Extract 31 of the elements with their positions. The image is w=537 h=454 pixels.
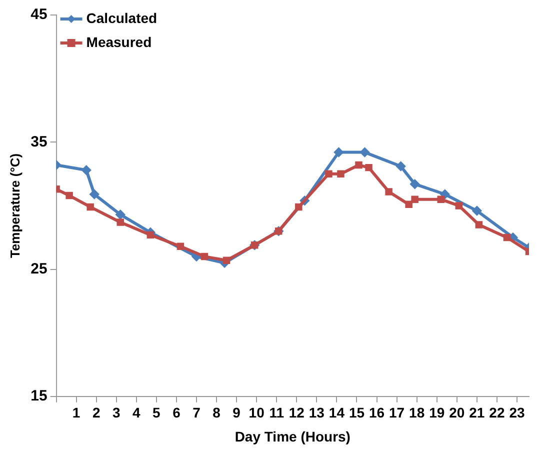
- x-tick-label: 3: [112, 404, 120, 421]
- x-axis-title: Day Time (Hours): [234, 428, 350, 444]
- y-tick-label: 45: [30, 6, 48, 24]
- x-tick-label: 12: [288, 404, 305, 421]
- x-tick-label: 13: [308, 404, 325, 421]
- legend-label: Measured: [86, 34, 152, 50]
- x-tick-label: 21: [469, 404, 485, 421]
- x-tick-label: 18: [409, 404, 425, 421]
- legend-label: Calculated: [86, 10, 158, 26]
- x-tick-label: 23: [509, 404, 525, 421]
- y-tick-label: 15: [30, 388, 48, 405]
- x-tick-label: 20: [449, 404, 465, 421]
- x-tick-label: 10: [248, 404, 265, 421]
- x-tick-label: 19: [429, 404, 445, 421]
- y-tick-label: 25: [30, 260, 48, 278]
- x-tick-label: 2: [92, 404, 100, 421]
- x-tick-label: 17: [389, 404, 405, 421]
- x-tick-label: 8: [212, 404, 221, 421]
- y-axis-title: Temperature (°C): [7, 153, 22, 258]
- x-tick-label: 7: [192, 404, 201, 421]
- x-tick-label: 14: [328, 404, 345, 421]
- x-tick-label: 5: [152, 404, 161, 421]
- y-tick-label: 35: [30, 133, 48, 150]
- x-tick-label: 9: [232, 404, 241, 421]
- x-tick-label: 11: [269, 404, 284, 421]
- x-tick-label: 1: [72, 404, 80, 421]
- x-tick-label: 4: [132, 404, 141, 421]
- x-tick-label: 16: [368, 404, 385, 421]
- x-tick-label: 22: [489, 404, 505, 421]
- x-tick-label: 15: [348, 404, 365, 421]
- x-tick-label: 6: [172, 404, 181, 421]
